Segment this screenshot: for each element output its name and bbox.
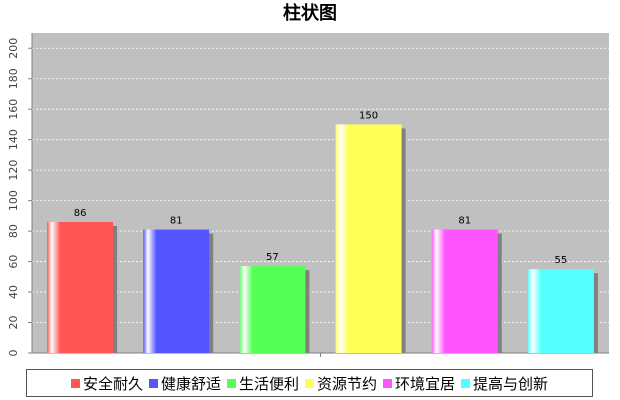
legend-item: 提高与创新 bbox=[461, 373, 548, 394]
bar-value-label: 55 bbox=[555, 255, 568, 266]
bar bbox=[143, 229, 210, 353]
legend: 安全耐久 健康舒适 生活便利 资源节约 环境宜居 提高与创新 bbox=[26, 369, 593, 397]
legend-label: 健康舒适 bbox=[160, 374, 221, 393]
data-labels: 86 81 57 150 81 55 bbox=[74, 110, 568, 266]
legend-item: 生活便利 bbox=[226, 373, 299, 394]
legend-item: 安全耐久 bbox=[70, 373, 143, 394]
y-tick-label: 200 bbox=[7, 38, 20, 59]
y-tick-label: 180 bbox=[7, 68, 20, 89]
bar bbox=[335, 124, 402, 353]
legend-item: 环境宜居 bbox=[383, 373, 455, 394]
grid-lines bbox=[32, 47, 609, 323]
legend-swatch bbox=[383, 378, 393, 388]
bar-value-label: 57 bbox=[266, 252, 279, 263]
legend-swatch bbox=[305, 378, 314, 388]
y-tick-label: 120 bbox=[7, 160, 20, 181]
bars bbox=[47, 124, 598, 353]
y-tick-label: 60 bbox=[7, 255, 20, 269]
legend-swatch bbox=[461, 378, 471, 388]
legend-swatch bbox=[70, 378, 80, 388]
legend-label: 资源节约 bbox=[317, 374, 378, 393]
legend-label: 提高与创新 bbox=[473, 374, 549, 393]
legend-item: 健康舒适 bbox=[148, 373, 221, 394]
bar bbox=[239, 266, 306, 353]
bar-value-label: 81 bbox=[458, 216, 471, 227]
bar bbox=[527, 269, 594, 353]
legend-swatch bbox=[148, 378, 158, 388]
chart-title: 柱状图 bbox=[283, 3, 337, 24]
bar bbox=[47, 221, 114, 353]
y-tick-label: 100 bbox=[7, 190, 20, 211]
legend-label: 安全耐久 bbox=[82, 374, 143, 393]
bar-value-label: 81 bbox=[170, 216, 183, 227]
y-tick-label: 20 bbox=[7, 316, 20, 330]
axes: 0 20 40 60 80 100 120 140 160 180 200 bbox=[7, 33, 609, 357]
y-tick-label: 40 bbox=[7, 285, 20, 299]
bar-value-label: 86 bbox=[74, 208, 87, 219]
legend-label: 环境宜居 bbox=[395, 374, 456, 393]
plot-area bbox=[32, 33, 609, 353]
bar-value-label: 150 bbox=[359, 110, 378, 121]
y-tick-label: 80 bbox=[7, 224, 20, 238]
bar bbox=[431, 229, 498, 353]
y-tick-label: 140 bbox=[7, 129, 20, 150]
y-tick-label: 160 bbox=[7, 99, 20, 120]
legend-item: 资源节约 bbox=[305, 373, 377, 394]
legend-swatch bbox=[226, 378, 236, 388]
y-tick-label: 0 bbox=[7, 350, 20, 357]
legend-label: 生活便利 bbox=[238, 374, 299, 393]
